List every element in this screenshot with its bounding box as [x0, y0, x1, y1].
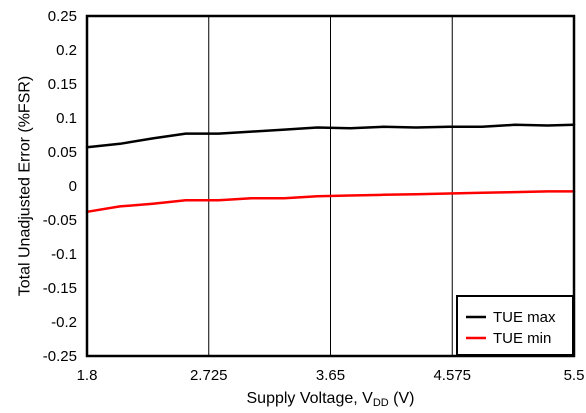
legend-box	[456, 295, 574, 356]
legend-label-tue-max: TUE max	[493, 309, 556, 326]
x-tick-label: 4.575	[433, 367, 471, 384]
plot-frame	[85, 14, 576, 358]
y-tick-label: -0.1	[51, 246, 77, 263]
x-axis-ticks: 1.8 2.725 3.65 4.575 5.5	[77, 367, 585, 384]
x-axis-label-subscript: DD	[373, 397, 389, 409]
y-tick-label: 0	[69, 178, 77, 195]
x-tick-label: 1.8	[77, 367, 98, 384]
legend: TUE max TUE min	[456, 295, 574, 356]
x-axis-label: Supply Voltage, VDD (V)	[247, 390, 415, 409]
y-tick-label: 0.2	[56, 42, 77, 59]
x-tick-label: 3.65	[316, 367, 345, 384]
y-tick-label: -0.15	[43, 280, 77, 297]
legend-label-tue-min: TUE min	[493, 330, 551, 347]
x-axis-label-main: Supply Voltage, V	[247, 390, 374, 407]
y-axis-label: Total Unadjusted Error (%FSR)	[17, 76, 34, 297]
x-tick-label: 2.725	[190, 367, 228, 384]
series-line-tue-min	[85, 190, 576, 214]
y-tick-label: 0.05	[48, 144, 77, 161]
y-tick-label: 0.25	[48, 8, 77, 25]
y-tick-label: -0.25	[43, 348, 77, 365]
x-axis-label-suffix: (V)	[389, 390, 415, 407]
series-line-tue-max	[85, 123, 576, 149]
y-tick-label: -0.05	[43, 212, 77, 229]
y-tick-label: -0.2	[51, 314, 77, 331]
x-tick-label: 5.5	[564, 367, 585, 384]
y-axis-ticks: 0.25 0.2 0.15 0.1 0.05 0 -0.05 -0.1 -0.15 -0.2 -0.…	[43, 8, 77, 365]
y-tick-label: 0.1	[56, 110, 77, 127]
series-layer	[85, 123, 576, 214]
y-tick-label: 0.15	[48, 76, 77, 93]
grid	[208, 16, 453, 356]
